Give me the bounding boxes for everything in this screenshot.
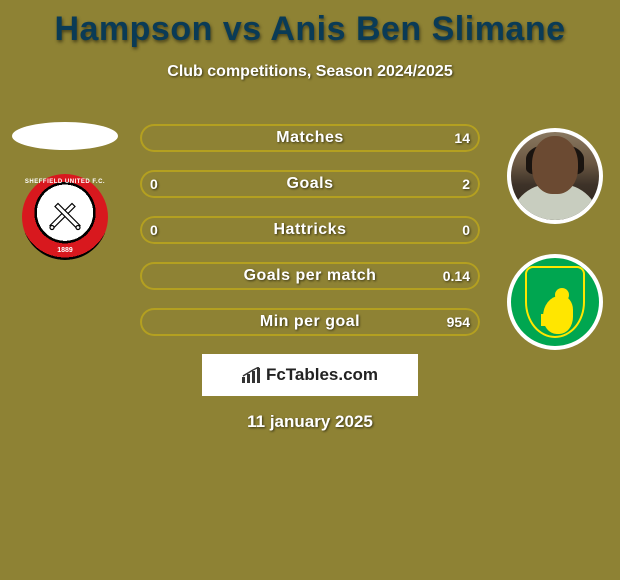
stat-label: Min per goal — [260, 313, 360, 331]
comparison-rows: Matches 14 Goals 0 2 Hattricks 0 0 Goals per mat… — [140, 124, 480, 354]
left-club-name: SHEFFIELD UNITED F.C. — [22, 179, 108, 185]
stat-value-left: 0 — [150, 216, 158, 244]
stat-value-right: 14 — [454, 124, 470, 152]
stat-label: Matches — [276, 129, 344, 147]
stat-value-right: 2 — [462, 170, 470, 198]
stat-bar-inner: Goals per match — [142, 264, 478, 288]
stat-value-left: 0 — [150, 170, 158, 198]
stat-value-right: 0.14 — [443, 262, 470, 290]
right-player-column — [500, 128, 610, 350]
snapshot-date: 11 january 2025 — [0, 412, 620, 432]
stat-row: Goals per match 0.14 — [140, 262, 480, 290]
right-club-badge — [507, 254, 603, 350]
stat-label: Goals per match — [244, 267, 377, 285]
brand-text: FcTables.com — [266, 365, 378, 385]
left-player-placeholder — [12, 122, 118, 150]
brand-badge: FcTables.com — [202, 354, 418, 396]
chart-icon — [242, 367, 262, 383]
swords-icon — [46, 196, 84, 239]
stat-row: Goals 0 2 — [140, 170, 480, 198]
stat-value-right: 0 — [462, 216, 470, 244]
stat-bar-inner: Min per goal — [142, 310, 478, 334]
stat-value-right: 954 — [447, 308, 470, 336]
comparison-subtitle: Club competitions, Season 2024/2025 — [0, 63, 620, 81]
left-club-badge: SHEFFIELD UNITED F.C. 1889 — [15, 174, 115, 260]
stat-label: Goals — [287, 175, 334, 193]
comparison-title: Hampson vs Anis Ben Slimane — [0, 0, 620, 49]
right-player-photo — [507, 128, 603, 224]
stat-bar-inner: Goals — [142, 172, 478, 196]
stat-label: Hattricks — [274, 221, 347, 239]
stat-row: Matches 14 — [140, 124, 480, 152]
stat-bar-inner: Matches — [142, 126, 478, 150]
stat-row: Min per goal 954 — [140, 308, 480, 336]
stat-bar-inner: Hattricks — [142, 218, 478, 242]
stat-row: Hattricks 0 0 — [140, 216, 480, 244]
left-club-year: 1889 — [22, 247, 108, 254]
left-player-column: SHEFFIELD UNITED F.C. 1889 — [10, 122, 120, 260]
